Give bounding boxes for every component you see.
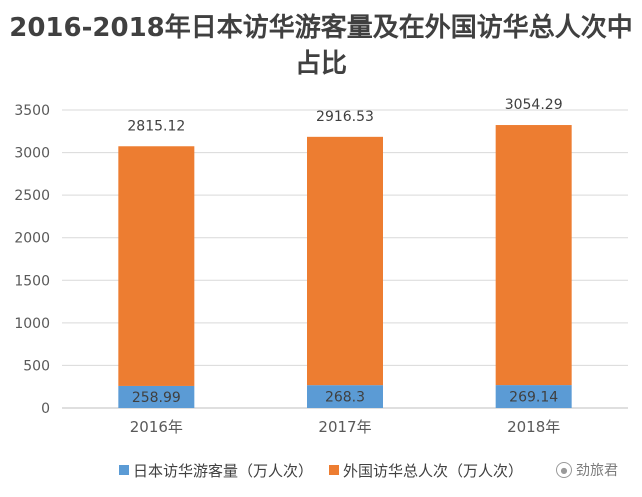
data-label-foreign: 2815.12 <box>127 118 185 134</box>
bar-japan <box>495 385 572 408</box>
x-tick-label: 2018年 <box>507 418 560 436</box>
y-tick-label: 1500 <box>14 273 50 289</box>
bar-japan <box>118 385 195 408</box>
watermark-text: 劲旅君 <box>576 463 618 479</box>
bar-foreign <box>118 146 195 386</box>
data-label-foreign: 3054.29 <box>505 97 563 113</box>
x-tick-label: 2017年 <box>318 418 371 436</box>
bar-foreign <box>307 136 383 386</box>
y-tick-label: 0 <box>41 401 50 417</box>
legend-item-foreign: 外国访华总人次（万人次） <box>329 460 523 481</box>
chat-bubble-icon: ● <box>556 462 572 478</box>
data-label-japan: 268.3 <box>325 390 365 406</box>
y-tick-label: 500 <box>23 358 50 374</box>
watermark: ● 劲旅君 <box>550 458 624 482</box>
y-tick-label: 2500 <box>14 188 50 204</box>
legend-swatch-foreign <box>329 465 339 475</box>
x-tick-label: 2016年 <box>130 418 183 436</box>
legend-item-japan: 日本访华游客量（万人次） <box>118 460 313 481</box>
bar-foreign <box>495 125 572 386</box>
chart-title: 2016-2018年日本访华游客量及在外国访华总人次中占比 <box>9 13 633 79</box>
data-label-japan: 258.99 <box>132 390 181 406</box>
y-tick-label: 2000 <box>14 231 50 247</box>
data-label-foreign: 2916.53 <box>316 109 374 125</box>
bar-japan <box>307 385 383 408</box>
y-tick-label: 3000 <box>14 146 50 162</box>
y-tick-label: 3500 <box>14 103 50 119</box>
y-tick-label: 1000 <box>14 316 50 332</box>
legend: 日本访华游客量（万人次） 外国访华总人次（万人次） <box>0 458 642 482</box>
legend-swatch-japan <box>118 465 129 475</box>
data-label-japan: 269.14 <box>509 390 558 406</box>
legend-label-foreign: 外国访华总人次（万人次） <box>343 461 524 480</box>
legend-label-japan: 日本访华游客量（万人次） <box>132 461 313 480</box>
